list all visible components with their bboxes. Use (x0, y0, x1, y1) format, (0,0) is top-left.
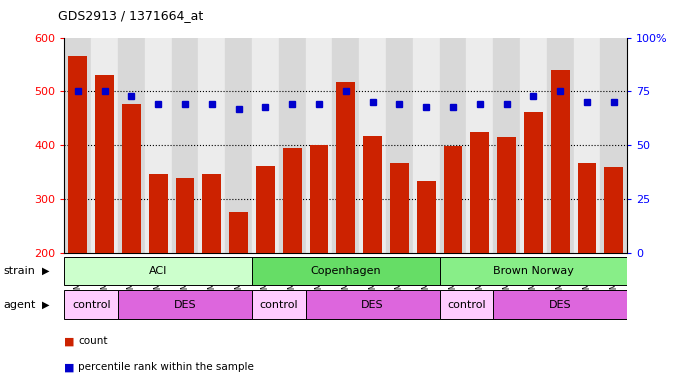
Bar (443, 146, 462, 253)
Bar (199, 38, 225, 253)
Bar (390, 163, 409, 253)
Bar (310, 146, 328, 253)
Bar (252, 256, 439, 285)
Text: DES: DES (361, 300, 384, 310)
Text: control: control (260, 300, 298, 310)
Bar (95, 75, 114, 253)
Text: ▶: ▶ (42, 266, 49, 276)
Bar (279, 38, 306, 253)
Bar (118, 38, 145, 253)
Bar (417, 182, 435, 253)
Bar (256, 166, 275, 253)
Text: DES: DES (549, 300, 572, 310)
Text: control: control (447, 300, 485, 310)
Bar (363, 136, 382, 253)
Bar (604, 167, 623, 253)
Bar (148, 174, 167, 253)
Bar (574, 38, 600, 253)
Bar (546, 38, 574, 253)
Bar (122, 104, 141, 253)
Bar (252, 290, 306, 319)
Bar (359, 38, 386, 253)
Bar (493, 290, 627, 319)
Bar (439, 256, 627, 285)
Text: ▶: ▶ (42, 300, 49, 310)
Text: control: control (72, 300, 111, 310)
Bar (332, 38, 359, 253)
Bar (176, 178, 195, 253)
Bar (229, 211, 248, 253)
Bar (225, 38, 252, 253)
Text: agent: agent (3, 300, 36, 310)
Bar (439, 290, 493, 319)
Bar (471, 132, 489, 253)
Bar (466, 38, 493, 253)
Bar (64, 256, 252, 285)
Text: ■: ■ (64, 363, 75, 372)
Bar (520, 38, 546, 253)
Bar (306, 38, 332, 253)
Bar (68, 56, 87, 253)
Text: DES: DES (174, 300, 197, 310)
Bar (493, 38, 520, 253)
Bar (413, 38, 439, 253)
Bar (64, 38, 92, 253)
Text: GDS2913 / 1371664_at: GDS2913 / 1371664_at (58, 9, 203, 22)
Bar (336, 82, 355, 253)
Text: strain: strain (3, 266, 35, 276)
Text: ■: ■ (64, 336, 75, 346)
Bar (252, 38, 279, 253)
Bar (600, 38, 627, 253)
Text: count: count (78, 336, 108, 346)
Bar (439, 38, 466, 253)
Bar (283, 148, 302, 253)
Bar (145, 38, 172, 253)
Bar (551, 70, 570, 253)
Text: Brown Norway: Brown Norway (493, 266, 574, 276)
Bar (203, 174, 221, 253)
Text: ACI: ACI (149, 266, 167, 276)
Bar (118, 290, 252, 319)
Bar (172, 38, 199, 253)
Bar (92, 38, 118, 253)
Bar (64, 290, 118, 319)
Text: percentile rank within the sample: percentile rank within the sample (78, 363, 254, 372)
Bar (578, 163, 597, 253)
Bar (524, 112, 542, 253)
Bar (306, 290, 439, 319)
Bar (386, 38, 413, 253)
Text: Copenhagen: Copenhagen (311, 266, 381, 276)
Bar (497, 137, 516, 253)
